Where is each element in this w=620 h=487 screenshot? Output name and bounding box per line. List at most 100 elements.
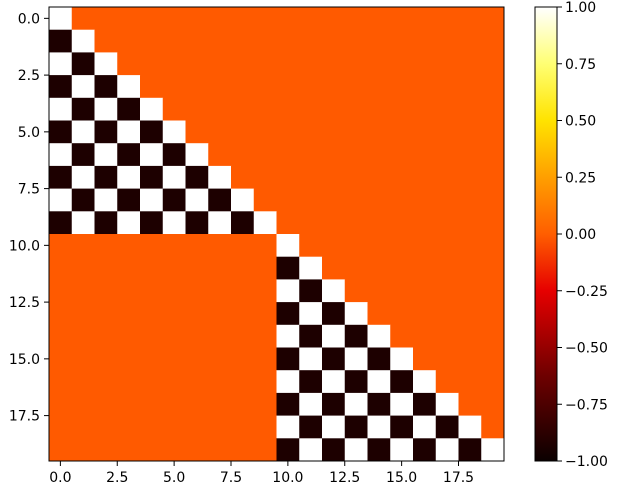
heatmap-cell <box>94 52 118 76</box>
heatmap-cell <box>413 165 437 189</box>
heatmap-cell <box>299 347 323 371</box>
heatmap-cell <box>322 211 346 235</box>
y-tick-label: 7.5 <box>18 182 40 198</box>
colorbar-tick-label: 0.00 <box>565 227 596 243</box>
heatmap-cell <box>458 256 482 280</box>
heatmap-cell <box>458 75 482 99</box>
heatmap-cell <box>231 7 255 31</box>
heatmap-cell <box>208 324 232 348</box>
heatmap-cell <box>367 52 391 76</box>
heatmap-cell <box>481 302 505 326</box>
heatmap-cell <box>299 234 323 258</box>
heatmap-cell <box>276 392 300 416</box>
heatmap-cell <box>299 438 323 462</box>
heatmap-cell <box>231 370 255 394</box>
heatmap-cell <box>140 211 164 235</box>
heatmap-cells <box>49 7 505 462</box>
heatmap-cell <box>276 234 300 258</box>
heatmap-cell <box>71 120 95 144</box>
heatmap-cell <box>413 347 437 371</box>
heatmap-cell <box>140 52 164 76</box>
heatmap-cell <box>94 324 118 348</box>
heatmap-cell <box>435 347 459 371</box>
heatmap-cell <box>344 347 368 371</box>
heatmap-cell <box>253 29 277 53</box>
heatmap-cell <box>481 279 505 303</box>
heatmap-cell <box>481 211 505 235</box>
heatmap-cell <box>253 52 277 76</box>
heatmap-cell <box>94 165 118 189</box>
heatmap-cell <box>231 211 255 235</box>
heatmap-cell <box>71 324 95 348</box>
heatmap-cell <box>185 256 209 280</box>
heatmap-cell <box>299 52 323 76</box>
heatmap-cell <box>299 415 323 439</box>
heatmap-cell <box>185 52 209 76</box>
heatmap-cell <box>117 324 141 348</box>
heatmap-cell <box>71 370 95 394</box>
heatmap-cell <box>322 347 346 371</box>
heatmap-cell <box>253 392 277 416</box>
heatmap-cell <box>162 347 186 371</box>
x-tick-label: 0.0 <box>49 470 71 486</box>
heatmap-cell <box>117 120 141 144</box>
heatmap-cell <box>435 324 459 348</box>
heatmap-cell <box>367 7 391 31</box>
heatmap-cell <box>367 211 391 235</box>
heatmap-cell <box>276 7 300 31</box>
heatmap-cell <box>276 165 300 189</box>
x-tick-label: 12.5 <box>329 470 360 486</box>
heatmap-cell <box>162 97 186 121</box>
heatmap-cell <box>185 415 209 439</box>
heatmap-cell <box>435 188 459 212</box>
heatmap-cell <box>140 279 164 303</box>
heatmap-cell <box>481 165 505 189</box>
heatmap-cell <box>458 415 482 439</box>
heatmap-cell <box>117 165 141 189</box>
heatmap-cell <box>94 7 118 31</box>
heatmap-cell <box>140 347 164 371</box>
heatmap-cell <box>208 392 232 416</box>
heatmap-cell <box>231 392 255 416</box>
heatmap-cell <box>208 415 232 439</box>
heatmap-cell <box>367 188 391 212</box>
heatmap-cell <box>140 97 164 121</box>
heatmap-cell <box>162 370 186 394</box>
heatmap-cell <box>117 75 141 99</box>
heatmap-cell <box>162 438 186 462</box>
heatmap-cell <box>276 370 300 394</box>
heatmap-cell <box>299 211 323 235</box>
heatmap-cell <box>253 188 277 212</box>
heatmap-cell <box>117 392 141 416</box>
heatmap-cell <box>322 120 346 144</box>
heatmap-cell <box>140 120 164 144</box>
heatmap-cell <box>185 234 209 258</box>
heatmap-cell <box>49 392 73 416</box>
heatmap-cell <box>71 29 95 53</box>
heatmap-cell <box>162 120 186 144</box>
heatmap-cell <box>185 188 209 212</box>
heatmap-cell <box>208 7 232 31</box>
heatmap-cell <box>413 188 437 212</box>
heatmap-cell <box>413 256 437 280</box>
heatmap-cell <box>276 279 300 303</box>
heatmap-cell <box>390 143 414 167</box>
x-tick-label: 5.0 <box>163 470 185 486</box>
heatmap-cell <box>185 392 209 416</box>
heatmap-cell <box>253 75 277 99</box>
heatmap-cell <box>231 324 255 348</box>
heatmap-cell <box>458 438 482 462</box>
heatmap-cell <box>367 29 391 53</box>
y-axis: 0.0 2.5 5.0 7.5 10.0 12.5 15.0 17.5 <box>9 11 49 425</box>
heatmap-cell <box>435 120 459 144</box>
heatmap-cell <box>435 415 459 439</box>
heatmap-cell <box>458 347 482 371</box>
heatmap-cell <box>140 75 164 99</box>
heatmap-cell <box>367 415 391 439</box>
heatmap-cell <box>481 256 505 280</box>
heatmap-cell <box>481 347 505 371</box>
heatmap-cell <box>322 279 346 303</box>
heatmap-cell <box>162 165 186 189</box>
heatmap-cell <box>435 302 459 326</box>
heatmap-cell <box>208 120 232 144</box>
